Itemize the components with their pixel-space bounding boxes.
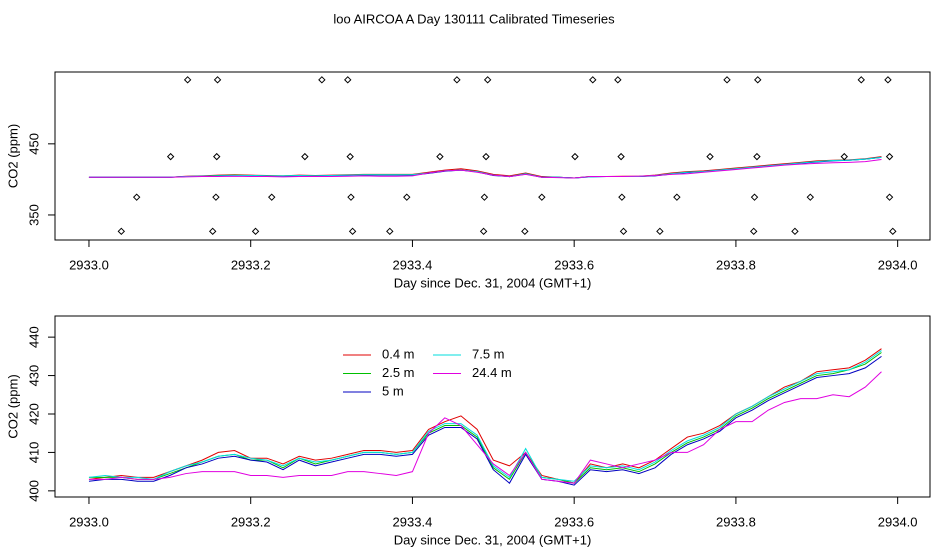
y-axis-title: CO2 (ppm) [5, 374, 20, 438]
x-tick-label: 2933.0 [69, 514, 109, 529]
marker-point [208, 227, 217, 236]
y-tick-label: 420 [26, 403, 41, 425]
y-tick-label: 440 [26, 326, 41, 348]
marker-point [617, 152, 625, 161]
marker-point [706, 152, 714, 161]
marker-point [482, 152, 490, 161]
marker-point [619, 227, 628, 236]
marker-point [132, 193, 141, 201]
marker-point [453, 76, 461, 84]
marker-point [386, 227, 394, 236]
marker-point [344, 76, 352, 84]
series-line [88, 158, 882, 179]
x-tick-label: 2934.0 [878, 257, 918, 272]
marker-point [318, 76, 326, 84]
y-tick-label: 450 [26, 133, 41, 155]
marker-point [884, 76, 892, 84]
y-tick-label: 430 [26, 365, 41, 387]
x-tick-label: 2933.2 [231, 257, 271, 272]
x-tick-label: 2933.0 [69, 257, 109, 272]
marker-point [183, 76, 192, 84]
chart-title: loo AIRCOA A Day 130111 Calibrated Times… [333, 11, 615, 26]
marker-point [791, 227, 799, 236]
marker-point [889, 227, 897, 236]
marker-point [538, 193, 546, 201]
x-tick-label: 2933.4 [393, 257, 433, 272]
marker-point [806, 193, 815, 201]
marker-point [754, 76, 762, 84]
marker-point [753, 152, 761, 161]
marker-point [857, 76, 865, 84]
marker-point [268, 193, 276, 201]
y-axis-title: CO2 (ppm) [5, 124, 20, 188]
marker-point [480, 193, 489, 201]
marker-point [436, 152, 444, 161]
marker-point [656, 227, 664, 236]
marker-point [212, 193, 220, 201]
marker-point [117, 227, 126, 236]
marker-point [521, 227, 529, 236]
x-axis-title: Day since Dec. 31, 2004 (GMT+1) [394, 532, 592, 547]
y-tick-label: 350 [26, 204, 41, 226]
marker-point [213, 76, 222, 84]
series-line [88, 350, 882, 482]
x-axis-title: Day since Dec. 31, 2004 (GMT+1) [394, 275, 592, 290]
x-tick-label: 2933.8 [716, 514, 756, 529]
y-tick-label: 410 [26, 442, 41, 464]
marker-point [723, 76, 731, 84]
x-tick-label: 2933.4 [393, 514, 433, 529]
x-tick-label: 2933.6 [554, 514, 594, 529]
legend-label: 24.4 m [472, 365, 512, 380]
marker-point [301, 152, 309, 161]
marker-point [166, 152, 175, 161]
marker-point [750, 193, 759, 201]
legend-label: 7.5 m [472, 346, 505, 361]
x-tick-label: 2933.2 [231, 514, 271, 529]
marker-point [346, 152, 354, 161]
legend-label: 2.5 m [382, 365, 415, 380]
y-tick-label: 400 [26, 480, 41, 502]
legend-label: 0.4 m [382, 346, 415, 361]
marker-point [483, 76, 492, 84]
marker-point [213, 152, 221, 161]
marker-point [673, 193, 681, 201]
legend-label: 5 m [382, 383, 404, 398]
marker-point [403, 193, 411, 201]
marker-point [348, 227, 357, 236]
marker-point [347, 193, 355, 201]
marker-point [885, 193, 894, 201]
x-tick-label: 2933.8 [716, 257, 756, 272]
marker-point [618, 193, 626, 201]
plot-box [54, 315, 931, 498]
plot-box [54, 71, 931, 241]
marker-point [885, 152, 894, 161]
marker-point [614, 76, 622, 84]
x-tick-label: 2934.0 [878, 514, 918, 529]
marker-point [840, 152, 848, 161]
marker-point [251, 227, 260, 236]
x-tick-label: 2933.6 [554, 257, 594, 272]
series-line [88, 371, 882, 484]
marker-point [589, 76, 597, 84]
marker-point [479, 227, 488, 236]
marker-point [571, 152, 579, 161]
marker-point [749, 227, 758, 236]
